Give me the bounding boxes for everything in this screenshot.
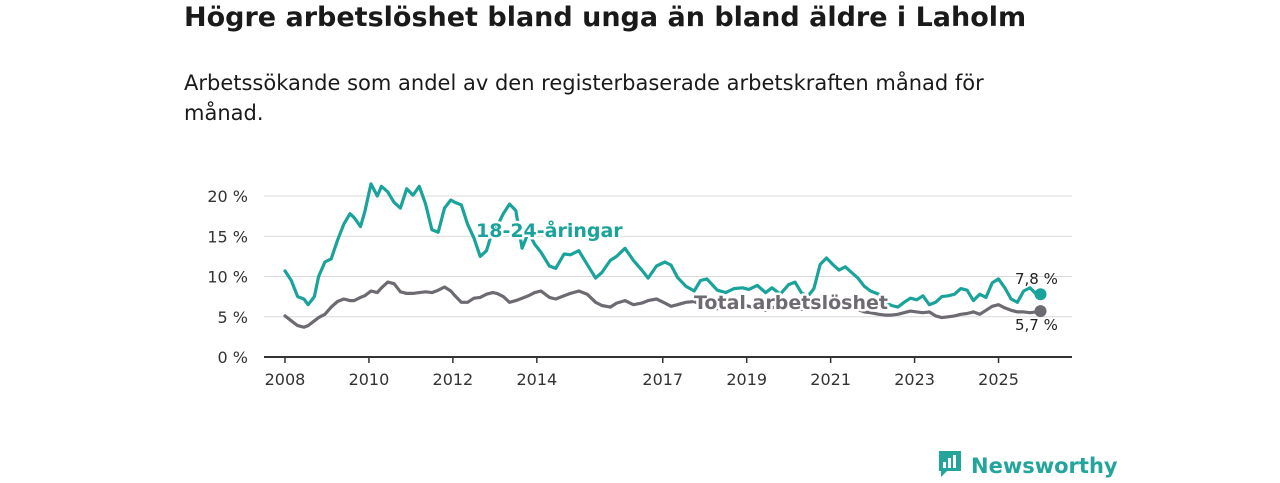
y-tick-label: 15 % — [207, 227, 248, 246]
x-axis: 2008 2010 2012 2014 2017 2019 2021 2023 2025 — [264, 356, 1072, 389]
x-tick-label: 2017 — [642, 370, 683, 389]
x-tick-label: 2010 — [349, 370, 390, 389]
y-axis: 0 % 5 % 10 % 15 % 20 % — [207, 187, 248, 367]
x-tick-label: 2008 — [265, 370, 306, 389]
x-tick-label: 2025 — [978, 370, 1019, 389]
brand-name: Newsworthy — [971, 454, 1118, 478]
series-label-youth: 18-24-åringar — [476, 218, 623, 242]
chart-title: Högre arbetslöshet bland unga än bland ä… — [184, 2, 1027, 33]
x-tick-label: 2014 — [516, 370, 557, 389]
series-endpoint-youth — [1034, 288, 1047, 301]
series-lines — [283, 182, 1047, 329]
series-label-total: Total arbetslöshet — [694, 292, 888, 314]
x-tick-label: 2023 — [894, 370, 935, 389]
end-value-label-youth: 7,8 % — [1015, 270, 1058, 288]
gridlines — [264, 195, 1072, 318]
y-tick-label: 10 % — [207, 268, 248, 287]
series-line-total — [283, 280, 1043, 329]
y-tick-label: 20 % — [207, 187, 248, 206]
newsworthy-logo-icon — [937, 449, 963, 483]
series-line-youth — [283, 182, 1043, 309]
brand-logo[interactable]: Newsworthy — [937, 449, 1118, 483]
x-tick-label: 2012 — [433, 370, 474, 389]
series-endpoint-total — [1034, 305, 1047, 318]
y-tick-label: 0 % — [218, 348, 248, 367]
chart-subtitle: Arbetssökande som andel av den registerb… — [184, 71, 984, 125]
x-tick-label: 2019 — [726, 370, 767, 389]
end-value-label-total: 5,7 % — [1015, 316, 1058, 334]
y-tick-label: 5 % — [218, 308, 248, 327]
series-labels: 18-24-åringar Total arbetslöshet 7,8 % 5,7 … — [474, 216, 1058, 335]
x-tick-label: 2021 — [810, 370, 851, 389]
